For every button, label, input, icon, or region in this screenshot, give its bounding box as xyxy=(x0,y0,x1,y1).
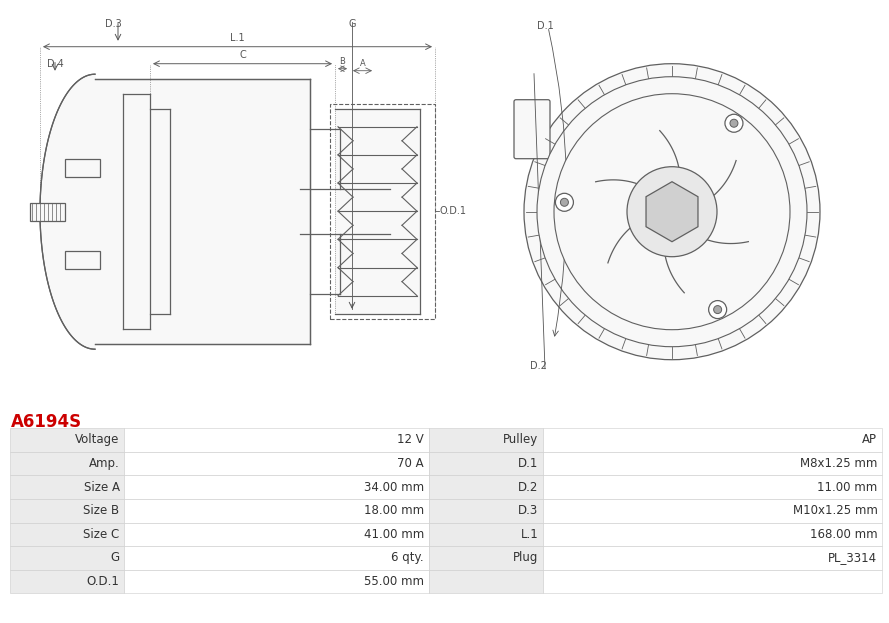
Bar xyxy=(429,499,543,523)
Circle shape xyxy=(524,64,820,359)
Text: D.4: D.4 xyxy=(46,59,63,69)
Circle shape xyxy=(537,77,807,347)
Text: Pulley: Pulley xyxy=(503,433,538,446)
Text: 11.00 mm: 11.00 mm xyxy=(817,480,877,493)
Text: 6 qty.: 6 qty. xyxy=(391,551,424,564)
Bar xyxy=(124,523,429,546)
Circle shape xyxy=(554,93,790,330)
Text: 168.00 mm: 168.00 mm xyxy=(810,528,877,541)
Bar xyxy=(11,570,124,594)
Bar xyxy=(429,475,543,499)
Text: D.3: D.3 xyxy=(518,504,538,517)
Bar xyxy=(124,428,429,452)
Bar xyxy=(11,475,124,499)
Text: 18.00 mm: 18.00 mm xyxy=(364,504,424,517)
Circle shape xyxy=(709,300,726,318)
Bar xyxy=(543,523,883,546)
Bar xyxy=(11,452,124,475)
Bar xyxy=(543,428,883,452)
Text: Voltage: Voltage xyxy=(76,433,119,446)
Text: M8x1.25 mm: M8x1.25 mm xyxy=(800,457,877,470)
Bar xyxy=(124,546,429,570)
Circle shape xyxy=(725,114,743,132)
Bar xyxy=(124,570,429,594)
Text: L.1: L.1 xyxy=(520,528,538,541)
Circle shape xyxy=(560,198,568,206)
Bar xyxy=(429,523,543,546)
Bar xyxy=(429,570,543,594)
Bar xyxy=(124,475,429,499)
Text: 70 A: 70 A xyxy=(397,457,424,470)
Text: D.3: D.3 xyxy=(105,19,122,29)
Text: B: B xyxy=(340,57,346,65)
Text: G: G xyxy=(110,551,119,564)
Text: Size B: Size B xyxy=(84,504,119,517)
Text: Amp.: Amp. xyxy=(89,457,119,470)
Bar xyxy=(124,452,429,475)
Text: PL_3314: PL_3314 xyxy=(829,551,877,564)
Text: M10x1.25 mm: M10x1.25 mm xyxy=(792,504,877,517)
Bar xyxy=(65,159,100,177)
Bar xyxy=(11,428,124,452)
Text: D.1: D.1 xyxy=(517,457,538,470)
Text: AP: AP xyxy=(862,433,877,446)
Bar xyxy=(124,499,429,523)
Text: Size A: Size A xyxy=(84,480,119,493)
Bar xyxy=(30,202,65,221)
Polygon shape xyxy=(40,74,95,350)
Bar xyxy=(543,499,883,523)
Bar xyxy=(543,570,883,594)
Bar xyxy=(335,108,420,314)
Bar xyxy=(543,546,883,570)
Bar xyxy=(543,475,883,499)
Text: O.D.1: O.D.1 xyxy=(440,206,467,216)
Bar xyxy=(543,452,883,475)
Circle shape xyxy=(627,167,717,257)
Bar xyxy=(429,452,543,475)
FancyBboxPatch shape xyxy=(514,100,550,159)
Text: C: C xyxy=(239,50,246,60)
Bar xyxy=(429,546,543,570)
Text: L.1: L.1 xyxy=(230,32,244,43)
Bar xyxy=(95,78,310,344)
Text: D.1: D.1 xyxy=(537,21,554,31)
Bar xyxy=(330,103,435,319)
Text: 12 V: 12 V xyxy=(397,433,424,446)
Text: A: A xyxy=(360,59,365,68)
Text: Plug: Plug xyxy=(513,551,538,564)
Text: Size C: Size C xyxy=(84,528,119,541)
Polygon shape xyxy=(646,182,698,242)
Circle shape xyxy=(730,119,738,127)
Bar xyxy=(11,499,124,523)
Bar xyxy=(429,428,543,452)
Text: O.D.1: O.D.1 xyxy=(86,575,119,588)
Circle shape xyxy=(556,193,573,211)
Text: 34.00 mm: 34.00 mm xyxy=(364,480,424,493)
Text: G: G xyxy=(348,19,356,29)
Bar xyxy=(65,250,100,269)
Text: 55.00 mm: 55.00 mm xyxy=(364,575,424,588)
Text: D.2: D.2 xyxy=(530,361,547,371)
Bar xyxy=(11,546,124,570)
Text: A6194S: A6194S xyxy=(12,413,83,431)
Text: D.2: D.2 xyxy=(517,480,538,493)
Bar xyxy=(11,523,124,546)
Text: 41.00 mm: 41.00 mm xyxy=(364,528,424,541)
Circle shape xyxy=(714,306,722,313)
